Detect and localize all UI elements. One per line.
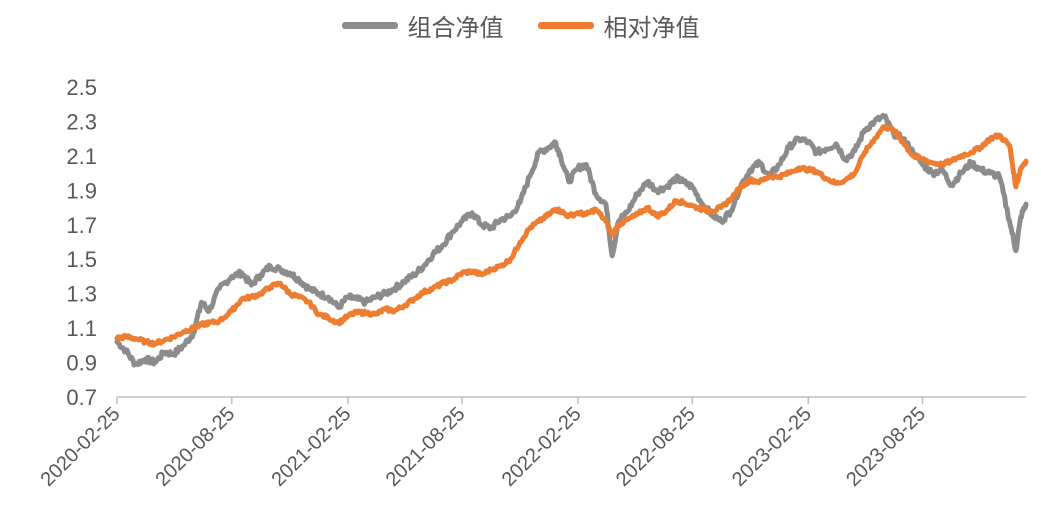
x-tick-label: 2020-08-25 xyxy=(151,403,239,491)
y-tick-label: 1.3 xyxy=(66,282,97,307)
y-tick-label: 1.7 xyxy=(66,213,97,238)
series-line-portfolio xyxy=(114,112,1029,368)
x-tick-label: 2022-02-25 xyxy=(498,403,586,491)
legend-label-portfolio: 组合净值 xyxy=(407,14,504,42)
legend-swatch-portfolio xyxy=(341,22,398,29)
legend-item-portfolio: 组合净值 xyxy=(341,8,504,43)
y-tick-label: 2.3 xyxy=(66,109,97,134)
y-tick-label: 0.9 xyxy=(66,351,97,376)
x-tick-label: 2021-08-25 xyxy=(382,403,470,491)
y-tick-label: 1.9 xyxy=(66,178,97,203)
y-tick-label: 0.7 xyxy=(66,385,97,410)
y-tick-label: 2.1 xyxy=(66,144,97,169)
y-axis: 0.7 0.9 1.1 1.3 1.5 1.7 1.9 2.1 2.3 2.5 xyxy=(66,75,97,410)
x-tick-label: 2021-02-25 xyxy=(268,403,356,491)
legend-swatch-relative xyxy=(537,22,594,29)
x-tick-label: 2020-02-25 xyxy=(37,403,125,491)
y-tick-label: 1.5 xyxy=(66,247,97,272)
y-tick-label: 2.5 xyxy=(66,75,97,100)
legend-label-relative: 相对净值 xyxy=(603,14,700,42)
legend: 组合净值 相对净值 xyxy=(0,8,1041,43)
x-axis: 2020-02-25 2020-08-25 2021-02-25 2021-08-25… xyxy=(37,396,1026,491)
x-tick-label: 2023-02-25 xyxy=(728,403,816,491)
legend-item-relative: 相对净值 xyxy=(537,8,700,43)
series-layer xyxy=(114,112,1029,368)
series-line-relative xyxy=(114,124,1029,348)
y-tick-label: 1.1 xyxy=(66,316,97,341)
x-tick-label: 2022-08-25 xyxy=(612,403,700,491)
x-tick-label: 2023-08-25 xyxy=(842,403,930,491)
